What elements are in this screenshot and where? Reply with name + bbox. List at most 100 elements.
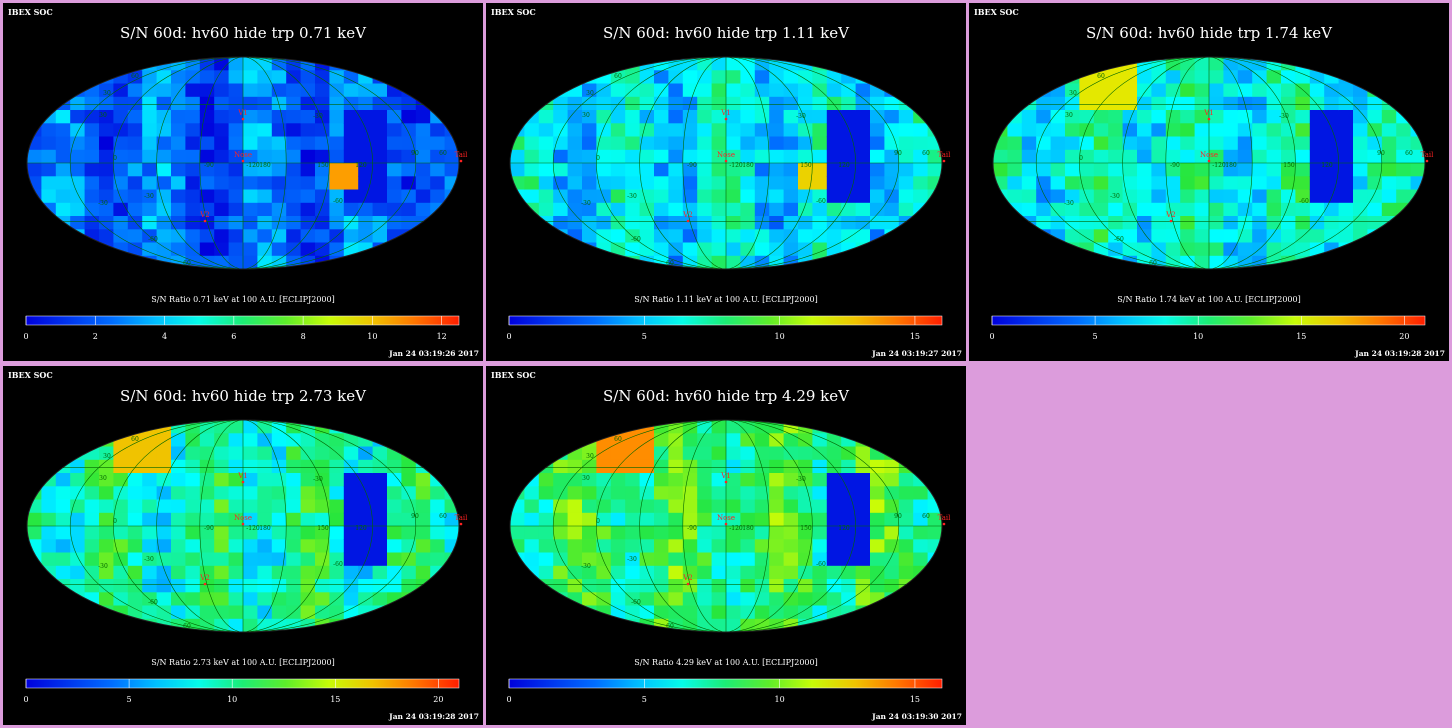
heatmap-cell — [682, 552, 698, 567]
heatmap-cell — [524, 136, 540, 151]
heatmap-cell — [798, 110, 813, 124]
heatmap-cell — [927, 486, 942, 501]
heatmap-cell — [1007, 149, 1023, 164]
heatmap-cell — [668, 539, 684, 554]
graticule — [510, 57, 942, 269]
heatmap-cell — [1295, 96, 1311, 111]
heatmap-cell — [430, 552, 446, 567]
heatmap-cell — [372, 446, 388, 461]
marker-label-v2: V2 — [1165, 211, 1176, 219]
heatmap-cell — [913, 552, 929, 567]
heatmap-cell — [127, 618, 143, 632]
heatmap-cell — [372, 539, 388, 554]
heatmap-cell — [358, 242, 374, 257]
heatmap-cell — [156, 70, 172, 85]
heatmap-cell — [1079, 189, 1095, 204]
heatmap-cell — [798, 202, 813, 217]
heatmap-cell — [812, 579, 828, 593]
heatmap-cell — [884, 202, 900, 217]
heatmap-cell — [1396, 229, 1412, 244]
heatmap-cell — [668, 459, 684, 474]
heatmap-cell — [1295, 216, 1311, 230]
heatmap-cell — [884, 110, 900, 124]
heatmap-cell — [783, 242, 799, 257]
heatmap-cell — [553, 539, 569, 554]
heatmap-cell — [1194, 83, 1210, 98]
heatmap-cell — [1237, 123, 1253, 138]
heatmap-cell — [1209, 136, 1224, 151]
heatmap-cell — [1237, 83, 1253, 98]
heatmap-cell — [372, 433, 388, 448]
heatmap-cell — [113, 202, 129, 217]
heatmap-cell — [553, 149, 569, 164]
heatmap-cell — [372, 592, 388, 607]
heatmap-cell — [127, 512, 143, 527]
timestamp: Jan 24 03:19:26 2017 — [388, 349, 479, 358]
heatmap-cell — [898, 433, 914, 448]
heatmap-cell — [812, 96, 828, 111]
heatmap-cell — [610, 57, 626, 71]
heatmap-cell — [639, 539, 655, 554]
heatmap-cell — [329, 499, 345, 514]
heatmap-cell — [55, 433, 71, 448]
heatmap-cell — [913, 433, 929, 448]
heatmap-cell — [142, 539, 158, 554]
heatmap-cell — [870, 433, 885, 448]
heatmap-cell — [1180, 255, 1196, 269]
heatmap-cell — [300, 136, 316, 151]
heatmap-cell — [329, 473, 345, 487]
heatmap-cell — [1079, 202, 1095, 217]
heatmap-cell — [358, 110, 374, 124]
heatmap-cell — [329, 255, 345, 269]
heatmap-cell — [1050, 255, 1066, 269]
heatmap-cell — [1252, 229, 1268, 244]
heatmap-cell — [582, 216, 597, 230]
heatmap-cell — [271, 242, 287, 257]
heatmap-cell — [826, 473, 842, 487]
heatmap-cell — [1252, 189, 1268, 204]
heatmap-cell — [27, 512, 42, 527]
heatmap-cell — [841, 216, 857, 230]
heatmap-cell — [1353, 242, 1368, 257]
heatmap-cell — [510, 605, 525, 620]
heatmap-cell — [812, 605, 828, 620]
heatmap-cell — [1065, 136, 1080, 151]
heatmap-cell — [798, 605, 813, 620]
heatmap-cell — [740, 123, 756, 138]
heatmap-cell — [171, 216, 186, 230]
heatmap-cell — [510, 618, 525, 632]
heatmap-cell — [343, 202, 359, 217]
heatmap-cell — [113, 526, 129, 540]
heatmap-cell — [358, 459, 374, 474]
heatmap-cell — [1338, 149, 1354, 164]
heatmap-cell — [826, 486, 842, 501]
heatmap-cell — [358, 526, 374, 540]
heatmap-cell — [300, 512, 316, 527]
heatmap-cell — [387, 149, 402, 164]
colorbar-label: S/N Ratio 1.74 keV at 100 A.U. [ECLIPJ20… — [1117, 295, 1300, 304]
panel-header: IBEX SOC — [491, 370, 536, 380]
heatmap-cell — [401, 539, 417, 554]
heatmap-cell — [1165, 242, 1181, 257]
heatmap-cell — [228, 136, 244, 151]
heatmap-cell — [171, 242, 186, 257]
heatmap-cell — [243, 420, 258, 434]
heatmap-cell — [697, 110, 713, 124]
heatmap-cell — [697, 229, 713, 244]
heatmap-cell — [156, 565, 172, 580]
heatmap-cell — [84, 70, 100, 85]
heatmap-cell — [697, 605, 713, 620]
heatmap-cell — [870, 565, 885, 580]
heatmap-cell — [228, 176, 244, 191]
marker-label-nose: Nose — [234, 514, 252, 522]
heatmap-cell — [1223, 202, 1239, 217]
heatmap-cell — [41, 486, 57, 501]
heatmap-cell — [639, 552, 655, 567]
heatmap-cell — [27, 579, 42, 593]
heatmap-cell — [171, 526, 186, 540]
heatmap-cell — [596, 255, 612, 269]
heatmap-cell — [171, 433, 186, 448]
heatmap-cell — [401, 433, 417, 448]
heatmap-cell — [372, 189, 388, 204]
heatmap-cell — [1309, 163, 1325, 177]
